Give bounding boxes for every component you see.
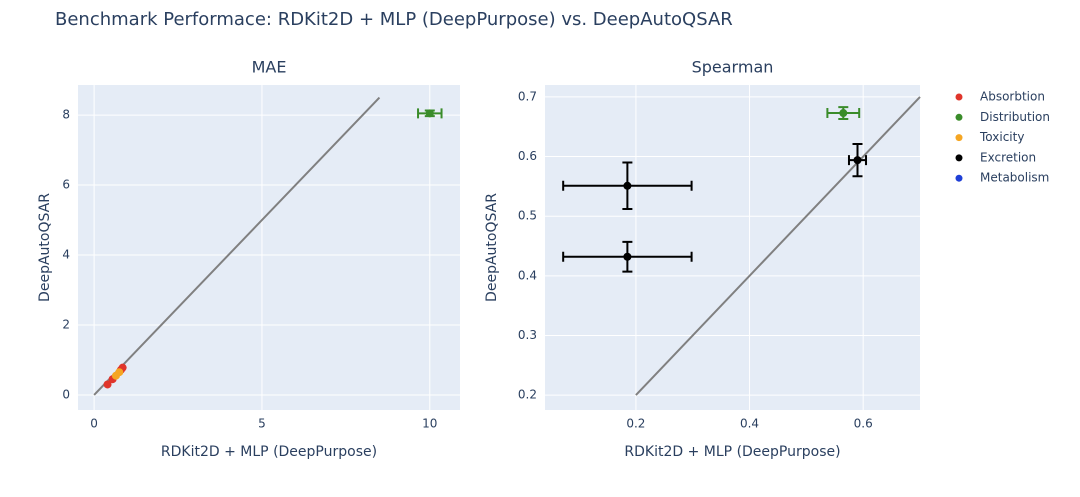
y-tick-label: 4 [62, 248, 70, 262]
y-axis-title: DeepAutoQSAR [37, 193, 53, 302]
y-axis-title: DeepAutoQSAR [484, 193, 500, 302]
y-tick-label: 8 [62, 108, 70, 122]
y-tick-label: 6 [62, 178, 70, 192]
plot-area [545, 85, 920, 410]
data-point [103, 380, 112, 389]
data-point [623, 181, 632, 190]
legend-marker [955, 154, 963, 162]
subplot-title: MAE [252, 58, 287, 77]
x-tick-label: 0.4 [740, 417, 759, 431]
x-tick-label: 0.2 [626, 417, 645, 431]
legend-label: Absorbtion [980, 90, 1045, 104]
data-point [853, 156, 862, 165]
legend-label: Distribution [980, 110, 1050, 124]
x-tick-label: 10 [422, 417, 437, 431]
y-tick-label: 0.3 [518, 328, 537, 342]
plot-area [78, 85, 460, 410]
x-axis-title: RDKit2D + MLP (DeepPurpose) [624, 444, 840, 460]
x-tick-label: 0.6 [854, 417, 873, 431]
legend-label: Excretion [980, 150, 1036, 164]
legend-label: Metabolism [980, 171, 1049, 185]
subplot-title: Spearman [692, 58, 774, 77]
legend-label: Toxicity [979, 130, 1024, 144]
reference-line [635, 96, 921, 396]
y-tick-label: 0.7 [518, 89, 537, 103]
data-point [623, 252, 632, 261]
data-point [115, 368, 124, 377]
y-tick-label: 0.2 [518, 388, 537, 402]
figure-title: Benchmark Performace: RDKit2D + MLP (Dee… [55, 9, 733, 30]
y-tick-label: 0 [62, 387, 70, 401]
reference-line [93, 96, 381, 396]
y-tick-label: 2 [62, 317, 70, 331]
data-point [425, 109, 434, 118]
y-tick-label: 0.5 [518, 209, 537, 223]
y-tick-label: 0.4 [518, 268, 537, 282]
legend-marker [955, 93, 963, 101]
y-tick-label: 0.6 [518, 149, 537, 163]
legend-marker [955, 174, 963, 182]
legend-marker [955, 134, 963, 142]
x-axis-title: RDKit2D + MLP (DeepPurpose) [161, 444, 377, 460]
legend-marker [955, 113, 963, 121]
data-point [839, 109, 848, 118]
x-tick-label: 0 [90, 417, 98, 431]
x-tick-label: 5 [258, 417, 266, 431]
